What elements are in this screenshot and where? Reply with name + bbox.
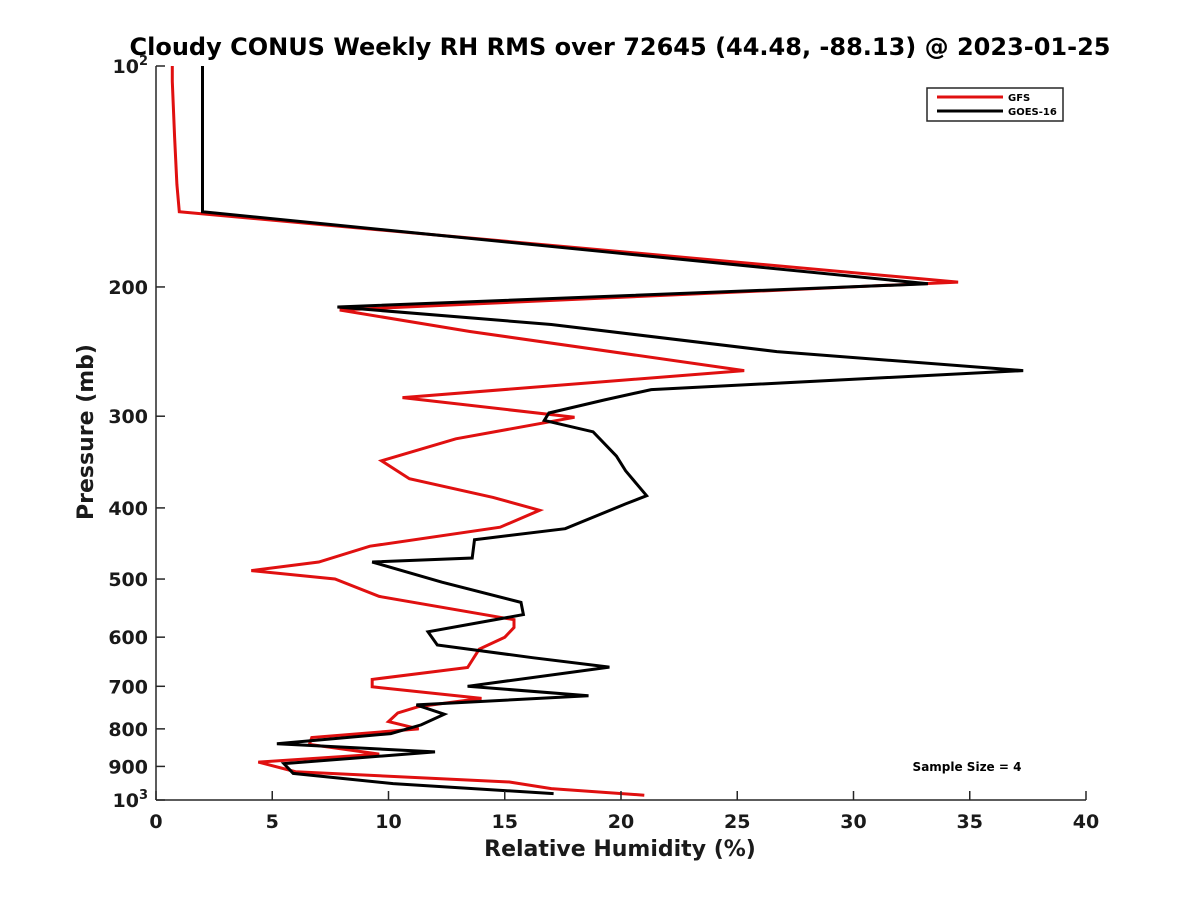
x-tick-label: 10 [375, 811, 401, 833]
y-tick-label: 600 [108, 627, 148, 649]
y-tick-label: 900 [108, 756, 148, 778]
legend-label-gfs: GFS [1008, 93, 1030, 104]
y-tick-label: 200 [108, 277, 148, 299]
plot-area: 0 5 10 15 20 25 30 35 40 102 200 300 400 500 600 700 800… [108, 54, 1099, 833]
legend-box [926, 87, 1064, 122]
series-line-gfs [170, 66, 959, 797]
y-tick-label: 700 [108, 676, 148, 698]
y-tick-label: 103 [113, 788, 149, 812]
y-tick-label: 800 [108, 719, 148, 741]
x-tick-label: 5 [266, 811, 279, 833]
y-tick-label: 500 [108, 569, 148, 591]
axes-layer: 0 5 10 15 20 25 30 35 40 102 200 300 400 500 600 700 800… [108, 54, 1099, 833]
legend: GFS GOES-16 [926, 87, 1064, 122]
x-tick-label: 15 [492, 811, 518, 833]
x-tick-label: 20 [608, 811, 634, 833]
sample-size-annotation: Sample Size = 4 [913, 760, 1022, 774]
x-tick-label: 30 [840, 811, 866, 833]
x-axis-label: Relative Humidity (%) [484, 837, 756, 862]
series-layer [170, 66, 1024, 797]
series-line-goes-16 [201, 66, 1024, 796]
legend-label-goes-16: GOES-16 [1008, 107, 1057, 118]
y-tick-label: 400 [108, 498, 148, 520]
y-tick-label: 300 [108, 406, 148, 428]
x-tick-label: 25 [724, 811, 750, 833]
x-tick-label: 35 [957, 811, 983, 833]
y-tick-label: 102 [113, 54, 149, 78]
x-tick-label: 40 [1073, 811, 1099, 833]
x-tick-label: 0 [149, 811, 162, 833]
chart-title: Cloudy CONUS Weekly RH RMS over 72645 (4… [130, 33, 1111, 61]
y-axis-label: Pressure (mb) [74, 344, 99, 520]
